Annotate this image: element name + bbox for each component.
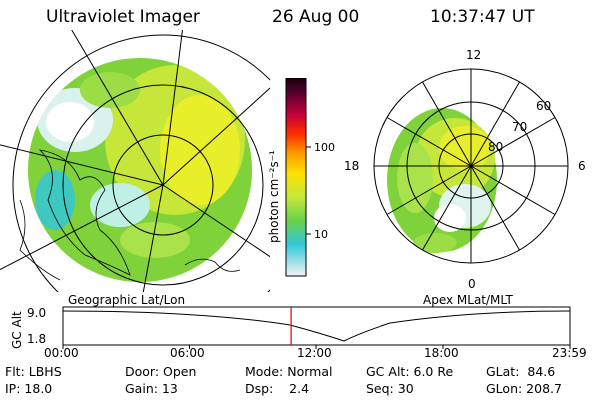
time-tick-12: 12:00 — [297, 346, 332, 360]
aurora-emission-left — [28, 58, 252, 282]
polar-mlt-plot: 12 18 6 0 60 70 80 — [344, 48, 586, 291]
geographic-caption: Geographic Lat/Lon — [68, 293, 186, 307]
coastline-outline — [38, 149, 131, 276]
time-tick-18: 18:00 — [424, 346, 459, 360]
status-gc-alt: GC Alt: 6.0 Re — [366, 364, 454, 379]
mlt-label-0: 0 — [468, 277, 476, 291]
colorbar-gradient — [285, 78, 307, 277]
gc-alt-axis-label: GC Alt — [10, 311, 24, 349]
geo-grid — [0, 30, 270, 292]
status-dsp: Dsp: 2.4 — [245, 381, 310, 396]
alt-tick-9: 9.0 — [27, 306, 46, 320]
mlt-label-18: 18 — [344, 159, 359, 173]
lat-label-60: 60 — [536, 99, 551, 113]
status-glon: GLon: 208.7 — [486, 381, 562, 396]
status-gain: Gain: 13 — [125, 381, 178, 396]
altitude-strip: GC Alt 9.0 1.8 — [10, 306, 571, 349]
date-label: 26 Aug 00 — [272, 7, 360, 27]
lat-label-80: 80 — [488, 140, 503, 154]
geographic-image — [0, 30, 270, 292]
mlt-label-12: 12 — [466, 48, 481, 62]
colorbar-unit-label: photon cm⁻²s⁻¹ — [267, 150, 281, 243]
lat-label-70: 70 — [512, 120, 527, 134]
altitude-curve — [62, 310, 571, 342]
alt-tick-1-8: 1.8 — [27, 332, 46, 346]
colorbar-tick-label-10: 10 — [314, 228, 328, 241]
coastline-outline-3 — [184, 258, 241, 272]
status-glat: GLat: 84.6 — [486, 364, 556, 379]
mlt-label-6: 6 — [578, 159, 586, 173]
status-mode: Mode: Normal — [245, 364, 333, 379]
colorbar-tick-label-100: 100 — [314, 141, 335, 154]
time-tick-2359: 23:59 — [552, 346, 587, 360]
coastline-outline-2 — [19, 199, 61, 281]
time-label: 10:37:47 UT — [430, 7, 535, 27]
polar-grid — [373, 68, 569, 264]
time-tick-00: 00:00 — [44, 346, 79, 360]
status-seq: Seq: 30 — [366, 381, 414, 396]
status-ip: IP: 18.0 — [5, 381, 53, 396]
status-filter: Flt: LBHS — [5, 364, 62, 379]
colorbar: 100 10 photon cm⁻²s⁻¹ — [267, 78, 335, 277]
instrument-title: Ultraviolet Imager — [46, 7, 200, 27]
apex-caption: Apex MLat/MLT — [423, 293, 513, 307]
status-door: Door: Open — [125, 364, 197, 379]
time-tick-06: 06:00 — [170, 346, 205, 360]
